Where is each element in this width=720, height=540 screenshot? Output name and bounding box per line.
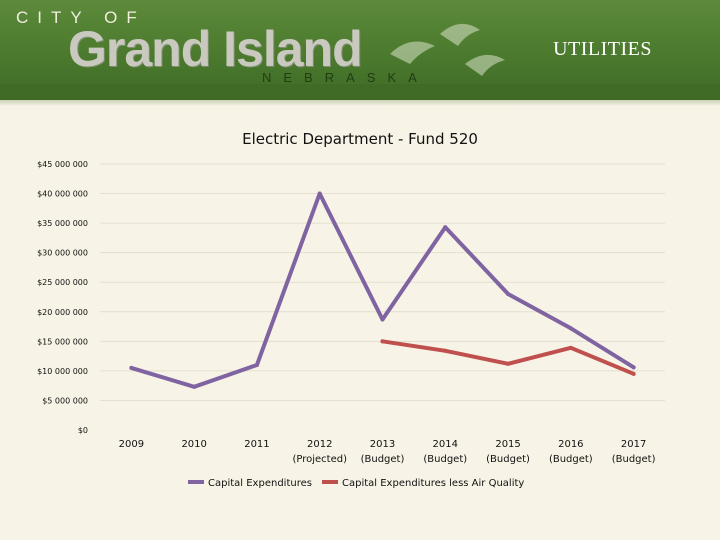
- y-tick-label: $35 000 000: [37, 219, 88, 228]
- series-1-point: [380, 317, 385, 322]
- series-1-point: [317, 191, 322, 196]
- logo-nebraska: NEBRASKA: [262, 70, 429, 85]
- x-tick-label: 2010: [181, 439, 206, 450]
- logo-city-of: CITY OF: [16, 8, 146, 27]
- series-1-point: [506, 292, 511, 297]
- y-tick-label: $20 000 000: [37, 308, 88, 317]
- legend-label-1: Capital Expenditures: [208, 478, 312, 489]
- logo-grand-island: Grand Island: [68, 21, 363, 77]
- x-tick-label: 2012: [307, 439, 332, 450]
- x-tick-label: 2016: [558, 439, 583, 450]
- x-tick-label: 2009: [119, 439, 144, 450]
- x-tick-sublabel: (Projected): [292, 454, 347, 465]
- x-tick-label: 2011: [244, 439, 269, 450]
- banner-fade: [0, 84, 720, 106]
- series-1-point: [443, 225, 448, 230]
- series-1-point: [631, 365, 636, 370]
- series-2-point: [443, 348, 448, 353]
- series-2-point: [568, 345, 573, 350]
- y-tick-label: $0: [78, 426, 88, 435]
- series-1-point: [568, 326, 573, 331]
- chart-title: Electric Department - Fund 520: [242, 130, 478, 148]
- x-tick-label: 2014: [433, 439, 458, 450]
- crane-bird-icon: [390, 23, 505, 76]
- series-1-point: [254, 362, 259, 367]
- legend-label-2: Capital Expenditures less Air Quality: [342, 478, 524, 489]
- x-tick-sublabel: (Budget): [486, 454, 530, 465]
- x-tick-sublabel: (Budget): [361, 454, 405, 465]
- series-1-point: [129, 365, 134, 370]
- x-tick-label: 2015: [495, 439, 520, 450]
- y-tick-label: $30 000 000: [37, 249, 88, 258]
- y-tick-label: $10 000 000: [37, 367, 88, 376]
- section-title: UTILITIES: [553, 38, 652, 60]
- series-1-point: [192, 384, 197, 389]
- y-tick-label: $5 000 000: [42, 396, 88, 405]
- x-tick-sublabel: (Budget): [612, 454, 656, 465]
- series-line-1: [129, 191, 636, 389]
- x-tick-label: 2017: [621, 439, 646, 450]
- y-tick-label: $40 000 000: [37, 190, 88, 199]
- x-tick-sublabel: (Budget): [549, 454, 593, 465]
- series-2-point: [506, 361, 511, 366]
- x-tick-label: 2013: [370, 439, 395, 450]
- x-tick-sublabel: (Budget): [423, 454, 467, 465]
- series-2-point: [631, 371, 636, 376]
- series-2-point: [380, 339, 385, 344]
- y-tick-label: $15 000 000: [37, 337, 88, 346]
- header-banner: CITY OF Grand Island NEBRASKA UTILITIES: [0, 0, 720, 100]
- y-tick-label: $45 000 000: [37, 160, 88, 169]
- y-tick-label: $25 000 000: [37, 278, 88, 287]
